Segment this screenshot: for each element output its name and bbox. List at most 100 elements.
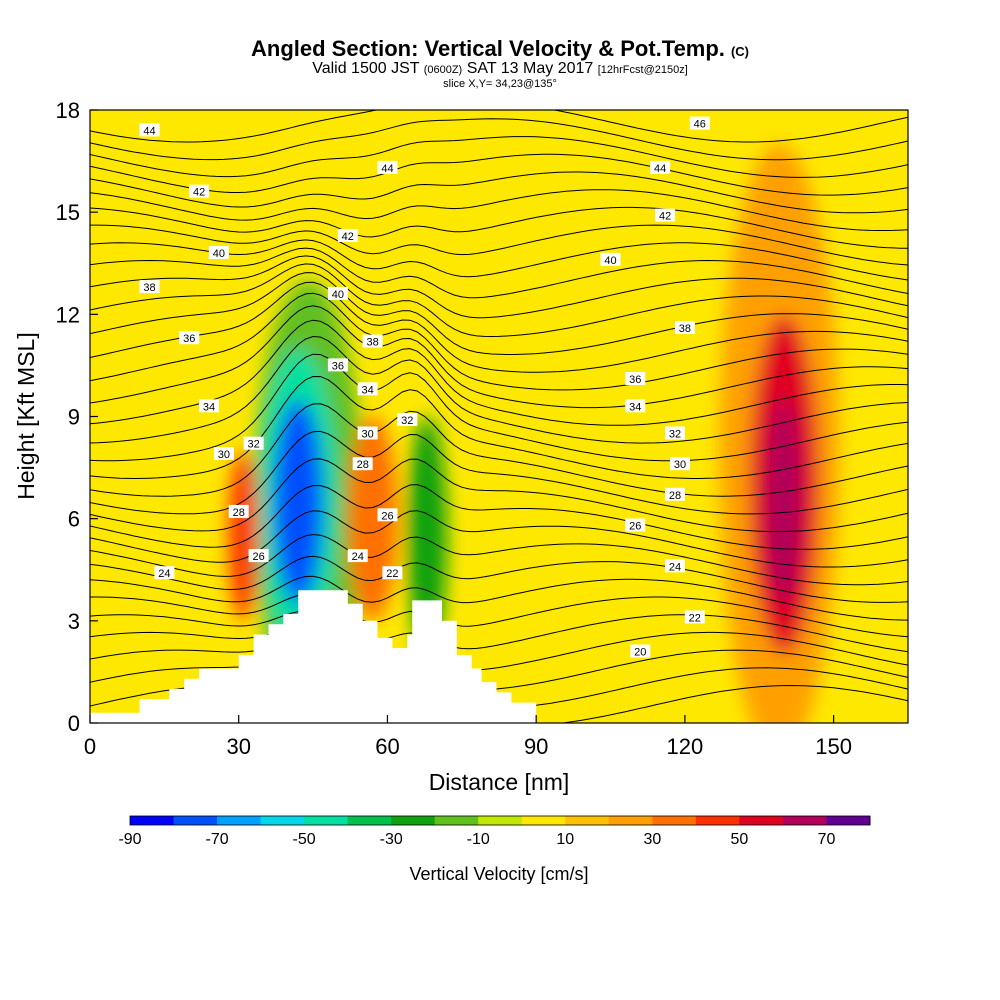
isentrope-line bbox=[90, 458, 908, 533]
colorbar-swatch bbox=[608, 816, 653, 825]
theta-label: 44 bbox=[139, 123, 160, 137]
colorbar-swatch bbox=[521, 816, 566, 825]
slice-info: slice X,Y= 34,23@135° bbox=[443, 78, 557, 90]
isentrope-line bbox=[90, 555, 908, 603]
valid-time: Valid 1500 JST (0600Z) SAT 13 May 2017 [… bbox=[0, 60, 1000, 78]
svg-text:32: 32 bbox=[669, 429, 681, 441]
colorbar-swatch bbox=[565, 816, 610, 825]
theta-label: 38 bbox=[139, 280, 160, 294]
colorbar-swatch bbox=[391, 816, 436, 825]
x-tick-label: 0 bbox=[84, 734, 96, 759]
velocity-region-2 bbox=[273, 399, 324, 604]
isentrope-line bbox=[90, 272, 908, 355]
theta-label: 24 bbox=[154, 566, 175, 580]
svg-text:34: 34 bbox=[203, 401, 215, 413]
isentrope-line bbox=[90, 353, 908, 462]
theta-label: 42 bbox=[337, 229, 358, 243]
terrain bbox=[90, 590, 537, 723]
theta-label: 38 bbox=[674, 321, 695, 335]
svg-text:26: 26 bbox=[629, 521, 641, 533]
isentrope-line bbox=[90, 575, 908, 621]
chart-title: Angled Section: Vertical Velocity & Pot.… bbox=[0, 36, 1000, 62]
colorbar-swatch bbox=[695, 816, 740, 825]
theta-label: 40 bbox=[327, 286, 348, 301]
colorbar-tick-label: -90 bbox=[118, 831, 141, 848]
y-tick-label: 6 bbox=[68, 507, 80, 532]
svg-text:38: 38 bbox=[679, 323, 691, 335]
svg-text:28: 28 bbox=[357, 459, 369, 471]
colorbar-tick-label: 70 bbox=[818, 831, 836, 848]
colorbar bbox=[129, 815, 871, 826]
plot-area: 44 42 40 38 36 34 30 32 28 26 24 44 42 40 36 38 34 32 30 28… bbox=[90, 110, 908, 723]
colorbar-swatch bbox=[304, 816, 349, 825]
svg-text:46: 46 bbox=[694, 119, 706, 131]
svg-text:36: 36 bbox=[332, 360, 344, 372]
svg-text:42: 42 bbox=[193, 187, 205, 199]
theta-label: 28 bbox=[228, 504, 249, 519]
svg-text:40: 40 bbox=[332, 289, 344, 301]
isentrope-line bbox=[90, 263, 908, 338]
theta-label: 30 bbox=[670, 457, 690, 471]
isentrope-line bbox=[90, 510, 908, 568]
isentrope-line bbox=[90, 430, 908, 515]
svg-text:34: 34 bbox=[361, 384, 373, 396]
isentrope-line bbox=[90, 189, 908, 231]
x-tick-label: 120 bbox=[667, 734, 704, 759]
svg-text:22: 22 bbox=[689, 612, 701, 624]
svg-text:22: 22 bbox=[386, 568, 398, 580]
theta-label: 26 bbox=[625, 518, 646, 533]
theta-label: 42 bbox=[189, 184, 210, 199]
isentrope-line bbox=[90, 255, 908, 319]
colorbar-tick-label: 50 bbox=[731, 831, 749, 848]
isentrope-line bbox=[90, 305, 908, 409]
svg-text:36: 36 bbox=[629, 374, 641, 386]
isentrope-line bbox=[90, 153, 908, 196]
theta-label: 26 bbox=[248, 549, 269, 563]
svg-text:42: 42 bbox=[342, 231, 354, 243]
svg-text:38: 38 bbox=[143, 282, 155, 294]
colorbar-swatch bbox=[652, 816, 697, 825]
colorbar-swatch bbox=[826, 816, 871, 825]
colorbar-tick-label: -30 bbox=[380, 831, 403, 848]
colorbar-swatch bbox=[782, 816, 827, 825]
colorbar-tick-label: 30 bbox=[643, 831, 661, 848]
theta-label: 32 bbox=[243, 436, 264, 451]
theta-label: 38 bbox=[362, 334, 383, 349]
colorbar-tick-label: -70 bbox=[205, 831, 228, 848]
svg-text:44: 44 bbox=[381, 163, 393, 175]
valid-zulu: (0600Z) bbox=[423, 64, 463, 76]
isentrope-line bbox=[90, 335, 908, 444]
theta-label: 28 bbox=[665, 487, 685, 502]
valid-date: SAT 13 May 2017 bbox=[466, 60, 594, 77]
colorbar-tick-label: 10 bbox=[556, 831, 574, 848]
y-tick-label: 9 bbox=[68, 405, 80, 430]
svg-text:40: 40 bbox=[213, 248, 225, 260]
svg-text:30: 30 bbox=[218, 449, 230, 461]
isentrope-line bbox=[90, 626, 908, 671]
svg-text:24: 24 bbox=[669, 561, 681, 573]
chart-title-text: Angled Section: Vertical Velocity & Pot.… bbox=[251, 36, 725, 61]
isentrope-line bbox=[90, 641, 908, 691]
isentrope-line bbox=[90, 593, 908, 638]
x-tick-label: 90 bbox=[524, 734, 548, 759]
theta-label: 32 bbox=[397, 412, 418, 427]
svg-text:32: 32 bbox=[247, 439, 259, 451]
velocity-region-4 bbox=[228, 450, 259, 621]
copyright-mark: (C) bbox=[730, 44, 749, 59]
isentrope-line bbox=[90, 110, 908, 143]
isentrope-line bbox=[90, 136, 908, 178]
forecast-info: [12hrFcst@2150z] bbox=[597, 64, 688, 76]
colorbar-swatch bbox=[173, 816, 218, 825]
theta-label: 32 bbox=[665, 426, 685, 441]
theta-label: 22 bbox=[382, 566, 403, 580]
svg-text:20: 20 bbox=[634, 647, 646, 659]
svg-text:30: 30 bbox=[361, 429, 373, 441]
theta-label: 22 bbox=[684, 610, 705, 624]
colorbar-swatch bbox=[260, 816, 305, 825]
svg-text:32: 32 bbox=[401, 415, 413, 427]
isentrope-line bbox=[90, 206, 908, 249]
colorbar-swatch bbox=[739, 816, 784, 825]
theta-label: 28 bbox=[352, 457, 373, 471]
isentrope-line bbox=[90, 610, 908, 653]
